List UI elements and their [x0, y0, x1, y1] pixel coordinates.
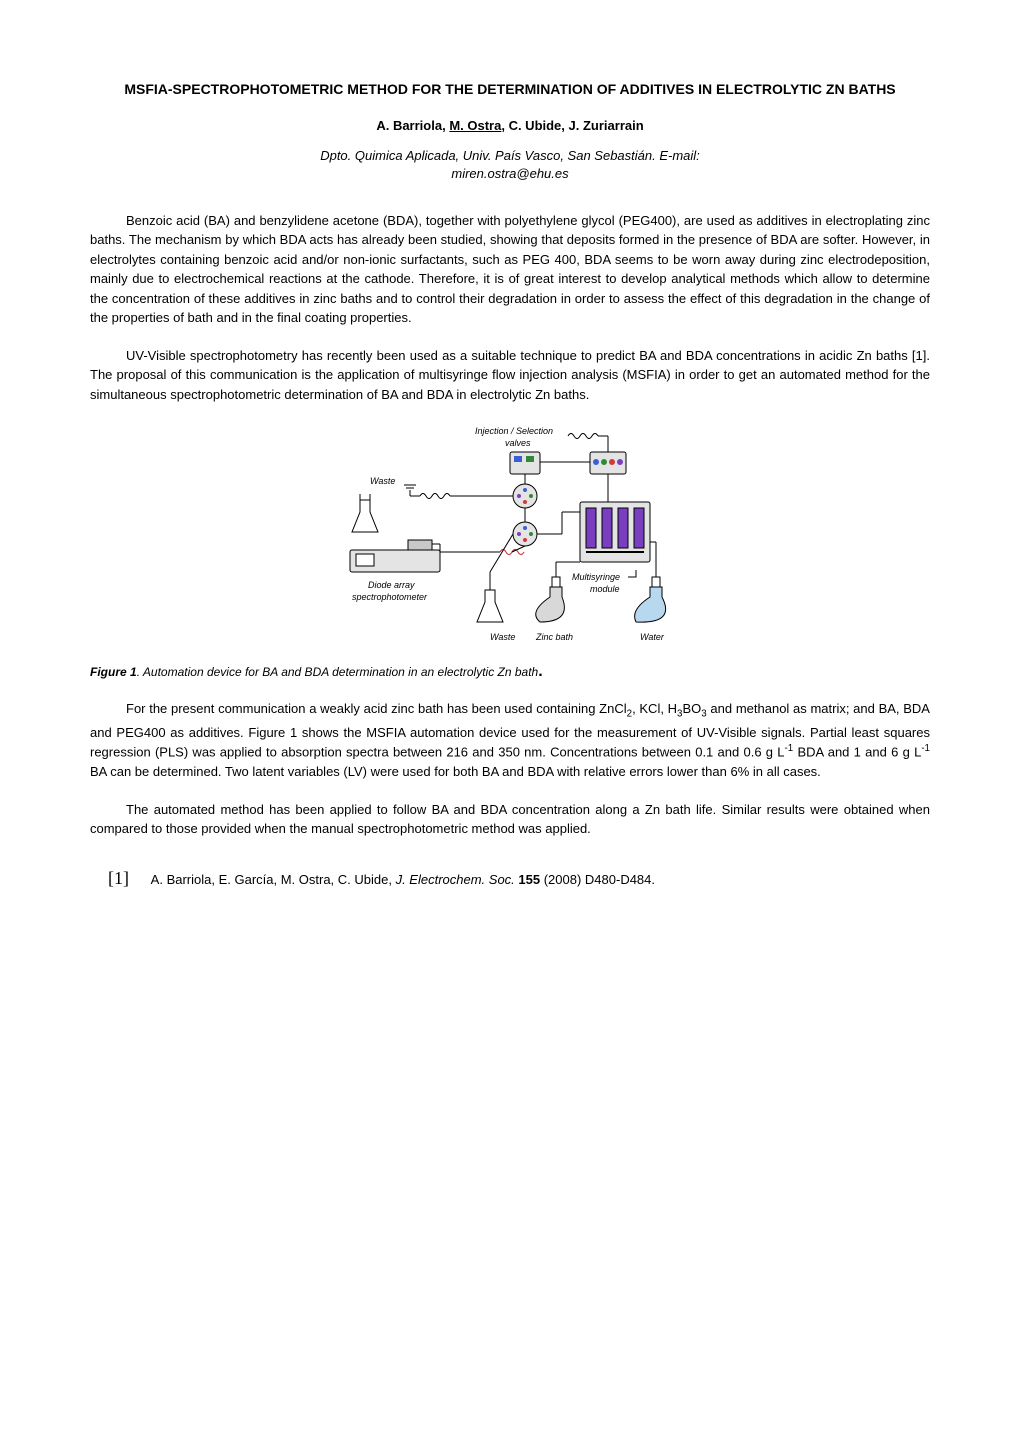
label-diode-2: spectrophotometer	[352, 592, 428, 602]
sep: ,	[501, 118, 508, 133]
label-diode-1: Diode array	[368, 580, 415, 590]
label-injection: Injection / Selection	[475, 426, 553, 436]
p3e: BDA and 1 and 6 g L	[793, 745, 921, 760]
ref-vol: 155	[515, 872, 540, 887]
label-zincbath: Zinc bath	[535, 632, 573, 642]
ref-authors: A. Barriola, E. García, M. Ostra, C. Ubi…	[151, 872, 396, 887]
label-water: Water	[640, 632, 665, 642]
author-4: J. Zuriarrain	[569, 118, 644, 133]
label-waste-top: Waste	[370, 476, 395, 486]
label-valves: valves	[505, 438, 531, 448]
figure-caption-dot: .	[538, 663, 542, 680]
supm1b: -1	[921, 743, 930, 754]
reference-1: [1] A. Barriola, E. García, M. Ostra, C.…	[118, 865, 930, 892]
figure-caption: Figure 1. Automation device for BA and B…	[90, 663, 930, 681]
author-3: C. Ubide	[509, 118, 562, 133]
figure-svg: Injection / Selection valves	[300, 422, 720, 652]
figure-caption-label: Figure 1	[90, 665, 137, 679]
p3c: BO	[682, 701, 701, 716]
author-presenter: M. Ostra	[449, 118, 501, 133]
figure-1: Injection / Selection valves	[90, 422, 930, 657]
supm1: -1	[785, 743, 794, 754]
sep: ,	[561, 118, 568, 133]
paragraph-2: UV-Visible spectrophotometry has recentl…	[90, 346, 930, 405]
paragraph-1: Benzoic acid (BA) and benzylidene aceton…	[90, 211, 930, 328]
affiliation-line1: Dpto. Quimica Aplicada, Univ. País Vasco…	[320, 148, 700, 163]
p3b: , KCl, H	[632, 701, 677, 716]
ref-journal: J. Electrochem. Soc.	[396, 872, 515, 887]
p3a: For the present communication a weakly a…	[126, 701, 627, 716]
p3f: BA can be determined. Two latent variabl…	[90, 764, 821, 779]
label-waste-bottom: Waste	[490, 632, 515, 642]
paragraph-4: The automated method has been applied to…	[90, 800, 930, 839]
affiliation-line2: miren.ostra@ehu.es	[451, 166, 568, 181]
label-module: module	[590, 584, 620, 594]
figure-caption-text: . Automation device for BA and BDA deter…	[137, 665, 539, 679]
paper-title: MSFIA-SPECTROPHOTOMETRIC METHOD FOR THE …	[90, 80, 930, 100]
authors-line: A. Barriola, M. Ostra, C. Ubide, J. Zuri…	[90, 118, 930, 133]
label-multisyringe: Multisyringe	[572, 572, 620, 582]
author-1: A. Barriola	[376, 118, 442, 133]
ref-num: [1]	[108, 868, 129, 888]
paragraph-3: For the present communication a weakly a…	[90, 699, 930, 781]
ref-pages: (2008) D480-D484.	[540, 872, 655, 887]
affiliation: Dpto. Quimica Aplicada, Univ. País Vasco…	[90, 147, 930, 183]
